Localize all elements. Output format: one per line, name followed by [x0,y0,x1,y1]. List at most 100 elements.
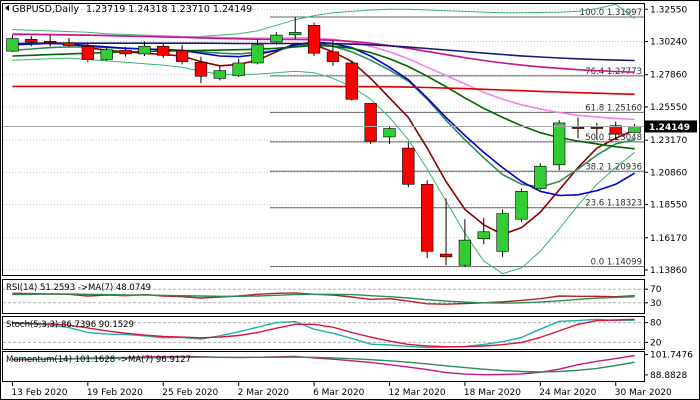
time-tick-label: 18 Mar 2020 [464,388,521,398]
candle-body [289,31,302,36]
indicator-title: Momentum(14) 101.1628 ->MA(7) 96.9127 [6,355,191,365]
fib-level-label: 0.0 1.14099 [591,258,642,268]
current-price-label: 1.24149 [649,123,690,133]
indicator-title: RSI(14) 51.2593 ->MA(7) 48.0749 [6,283,151,293]
price-tick-label: 1.27860 [650,71,687,81]
chart-title: GBPUSD,Daily [12,4,79,15]
candle-body [157,45,170,56]
candle-body [6,38,19,52]
candle-body [100,49,113,60]
candle-body [307,25,321,54]
fib-level-pct: 23.6 [585,199,604,209]
candle-body [138,45,151,55]
candle-body [477,231,490,240]
time-tick-label: 30 Mar 2020 [615,388,672,398]
price-tick-label: 1.18550 [650,201,687,211]
bollinger-lower-line [12,57,635,275]
candle-body [421,184,434,252]
ohlc-readout: 1.23719 1.24318 1.23710 1.24149 [86,4,252,15]
indicator-tick-label: 80 [650,319,662,329]
fib-level-price: 1.31997 [607,8,642,18]
time-tick-label: 25 Feb 2020 [162,388,218,398]
indicator-tick-label: 101.7476 [650,351,693,361]
moving-average-line-4 [12,44,635,150]
candle-body [81,45,94,60]
fib-level-label: 38.2 1.20936 [585,162,642,172]
bollinger-upper-line [12,3,635,37]
fib-level-pct: 61.8 [585,103,604,113]
price-tick-label: 1.23170 [650,136,687,146]
candle-body [364,103,377,142]
indicator-series-line-1 [12,318,635,349]
moving-average-line-6 [12,33,635,73]
time-tick-label: 24 Mar 2020 [539,388,596,398]
candle-body [194,61,208,77]
candle-body [25,38,38,43]
moving-average-line-7 [12,42,635,62]
candle-body [62,42,76,46]
fib-level-price: 1.14099 [607,258,642,268]
price-tick-label: 1.30240 [650,37,687,47]
fib-level-label: 61.8 1.25160 [585,103,642,113]
time-tick-label: 19 Feb 2020 [87,388,143,398]
time-tick-label: 6 Mar 2020 [313,388,365,398]
candle-body [515,191,528,220]
time-tick-label: 12 Mar 2020 [388,388,445,398]
candle-body [251,44,264,64]
indicator-tick-label: 70 [650,285,662,295]
fib-level-label: 100.0 1.31997 [580,8,642,18]
fib-level-pct: 100.0 [580,8,604,18]
indicator-series-line-2 [12,318,635,348]
candle-body [402,147,415,185]
fib-level-label: 23.6 1.18323 [585,199,642,209]
candle-body [609,125,622,135]
candle-body [43,41,57,44]
candle-body [496,213,509,252]
fib-level-label: 50.0 1.23048 [585,133,642,143]
price-tick-label: 1.13860 [650,266,687,276]
indicator-title: Stoch(5,3,3) 86.7396 90.1529 [6,320,134,330]
panel-frame-1 [2,279,645,314]
fib-level-pct: 0.0 [591,258,605,268]
candle-body [383,128,396,138]
moving-average-line-8 [12,85,635,95]
price-tick-label: 1.16170 [650,234,687,244]
candle-body [326,51,340,62]
candle-body [119,50,132,55]
price-tick-label: 1.20860 [650,168,687,178]
indicator-tick-label: 88.8828 [650,371,687,381]
candle-body [458,239,472,266]
time-tick-label: 13 Feb 2020 [11,388,67,398]
indicator-series-line-2 [12,293,635,304]
moving-average-line-1 [12,41,635,236]
fib-level-pct: 50.0 [585,133,604,143]
candle-body [175,50,189,62]
fib-level-price: 1.25160 [607,103,642,113]
candle-body [590,126,604,129]
current-price-badge [645,120,697,133]
panel-frame-2 [2,316,645,350]
indicator-tick-label: 20 [650,338,662,348]
indicator-series-line-2 [12,356,635,373]
candle-body [553,122,566,166]
time-tick-label: 2 Mar 2020 [238,388,290,398]
fib-level-pct: 38.2 [585,162,604,172]
fib-level-price: 1.20936 [607,162,642,172]
fib-level-pct: 76.4 [585,67,604,77]
price-tick-label: 1.32550 [650,5,687,15]
candle-body [213,70,226,79]
candle-body [232,62,245,76]
title-marker-icon [5,5,9,11]
fib-level-price: 1.23048 [607,133,642,143]
candle-body [439,253,453,258]
indicator-tick-label: 30 [650,299,662,309]
price-tick-label: 1.25550 [650,103,687,113]
candle-body [628,126,641,133]
candle-body [270,34,283,43]
candle-body [571,126,585,129]
panel-frame-3 [2,351,645,382]
candle-body [345,62,358,100]
fib-level-price: 1.18323 [607,199,642,209]
